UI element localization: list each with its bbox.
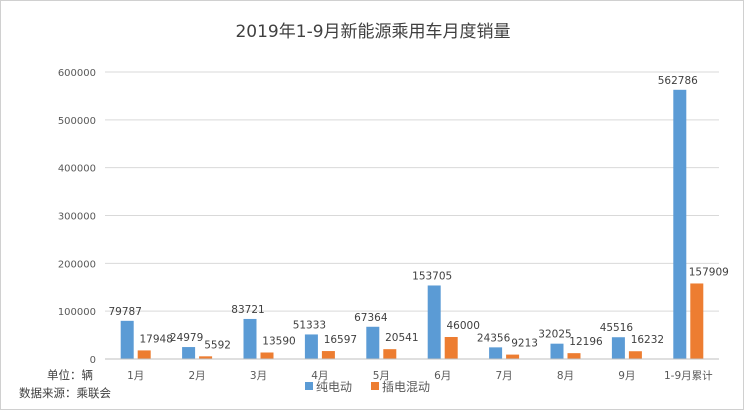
y-axis: 0 100000 200000 300000 400000 500000 600000: [58, 68, 96, 366]
x-category-label: 3月: [250, 370, 267, 382]
y-tick-label: 200000: [58, 259, 96, 270]
bar-plugin-hybrid: [567, 353, 581, 359]
gridlines: [105, 71, 719, 312]
data-label-pure-electric: 32025: [538, 329, 571, 341]
x-category-label: 1-9月累计: [664, 369, 713, 382]
bar-plugin-hybrid: [444, 336, 458, 359]
data-label-plugin-hybrid: 157909: [689, 266, 729, 278]
bar-plugin-hybrid: [506, 354, 520, 359]
bar-plugin-hybrid: [260, 352, 274, 359]
data-label-plugin-hybrid: 20541: [385, 332, 418, 344]
bar-pure-electric: [120, 320, 134, 359]
x-category-label: 5月: [373, 370, 390, 382]
data-label-plugin-hybrid: 46000: [446, 320, 479, 332]
data-label-pure-electric: 67364: [354, 312, 388, 324]
legend-label: 纯电动: [316, 380, 352, 394]
y-tick-label: 300000: [58, 212, 96, 223]
y-tick-label: 400000: [58, 164, 96, 175]
bar-pure-electric: [304, 334, 318, 359]
legend: 纯电动 插电混动: [305, 380, 430, 394]
data-label-plugin-hybrid: 16232: [631, 334, 664, 346]
data-label-pure-electric: 83721: [231, 304, 264, 316]
bar-pure-electric: [611, 337, 625, 359]
data-label-pure-electric: 45516: [600, 322, 634, 334]
bar-pure-electric: [489, 347, 503, 359]
data-label-pure-electric: 24356: [477, 332, 511, 344]
x-category-label: 9月: [618, 370, 635, 382]
unit-note: 单位：辆: [47, 368, 93, 382]
data-label-plugin-hybrid: 12196: [569, 336, 603, 348]
data-label-pure-electric: 562786: [658, 75, 698, 87]
data-label-plugin-hybrid: 16597: [324, 334, 357, 346]
x-axis: 1月 2月 3月 4月 5月 6月 7月 8月 9月 1-9月累计: [105, 358, 719, 382]
bar-pure-electric: [182, 347, 196, 359]
y-tick-label: 0: [90, 355, 96, 366]
data-label-plugin-hybrid: 5592: [204, 339, 231, 351]
data-label-plugin-hybrid: 13590: [262, 335, 295, 347]
legend-swatch: [371, 382, 379, 390]
bar-plugin-hybrid: [137, 350, 151, 359]
data-label-pure-electric: 79787: [108, 306, 141, 318]
source-note: 数据来源：乘联会: [19, 386, 111, 400]
bar-pure-electric: [673, 89, 687, 360]
data-label-pure-electric: 51333: [293, 319, 326, 331]
bar-plugin-hybrid: [383, 349, 397, 359]
x-category-label: 2月: [189, 370, 206, 382]
bar-plugin-hybrid: [628, 351, 642, 359]
y-tick-label: 100000: [58, 307, 96, 318]
bar-pure-electric: [243, 318, 257, 359]
x-category-label: 1月: [127, 370, 144, 382]
bar-plugin-hybrid: [321, 351, 335, 359]
bars: [120, 89, 704, 360]
y-tick-label: 500000: [58, 116, 96, 127]
chart-title: 2019年1-9月新能源乘用车月度销量: [235, 22, 510, 42]
bar-pure-electric: [550, 343, 564, 359]
bar-plugin-hybrid: [690, 283, 704, 359]
legend-swatch: [305, 382, 313, 390]
x-category-label: 4月: [311, 370, 328, 382]
data-label-plugin-hybrid: 9213: [511, 338, 538, 350]
x-category-label: 6月: [434, 370, 451, 382]
x-category-label: 8月: [557, 370, 574, 382]
x-category-label: 7月: [496, 370, 513, 382]
bar-plugin-hybrid: [199, 356, 213, 359]
bar-pure-electric: [427, 285, 441, 359]
data-label-plugin-hybrid: 17948: [139, 333, 172, 345]
data-label-pure-electric: 24979: [170, 332, 203, 344]
data-label-pure-electric: 153705: [412, 270, 452, 282]
y-tick-label: 600000: [58, 68, 96, 79]
legend-label: 插电混动: [382, 380, 430, 394]
bar-pure-electric: [366, 326, 380, 359]
